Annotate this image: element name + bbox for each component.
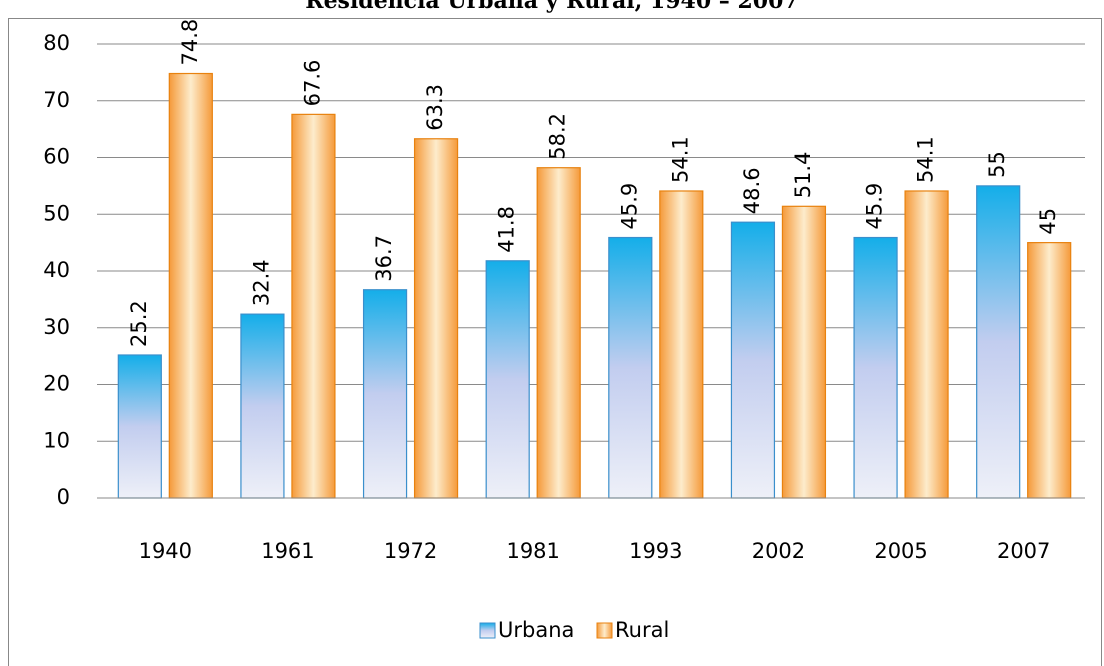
x-tick-label: 2007 — [997, 539, 1050, 563]
data-label: 63.3 — [423, 84, 447, 131]
data-label: 25.2 — [127, 300, 151, 347]
bar — [117, 354, 162, 499]
x-tick-label: 1940 — [139, 539, 192, 563]
legend-swatch — [479, 622, 496, 639]
data-label: 54.1 — [914, 136, 938, 183]
chart-title: Residencia Urbana y Rural, 1940 – 2007 — [305, 0, 798, 14]
bar — [413, 138, 459, 499]
bar — [485, 260, 530, 499]
bar — [976, 185, 1021, 499]
bar — [781, 205, 827, 499]
data-label: 58.2 — [546, 113, 570, 160]
data-label: 45.9 — [617, 183, 641, 230]
bar — [168, 72, 213, 499]
data-label: 67.6 — [300, 60, 324, 107]
x-tick-label: 1981 — [506, 539, 559, 563]
legend-label: Urbana — [498, 618, 574, 642]
y-tick-label: 20 — [43, 372, 70, 396]
data-label: 74.8 — [178, 19, 202, 66]
bar — [608, 236, 653, 499]
data-label: 45 — [1036, 208, 1060, 235]
x-tick-label: 1961 — [261, 539, 314, 563]
y-tick-label: 0 — [57, 485, 70, 509]
y-tick-label: 70 — [43, 88, 70, 112]
y-tick-label: 50 — [43, 201, 70, 225]
y-tick-label: 40 — [43, 258, 70, 282]
data-label: 45.9 — [863, 183, 887, 230]
legend-swatch — [596, 622, 613, 639]
legend-label: Rural — [615, 618, 669, 642]
x-tick-label: 2005 — [874, 539, 927, 563]
bar — [240, 313, 285, 499]
bar — [730, 221, 776, 499]
bar — [1027, 242, 1072, 499]
x-tick-label: 1993 — [629, 539, 682, 563]
data-label: 55 — [985, 151, 1009, 178]
y-tick-label: 60 — [43, 145, 70, 169]
data-label: 54.1 — [668, 136, 692, 183]
bar — [853, 236, 898, 499]
y-tick-label: 80 — [43, 31, 70, 55]
bar — [291, 113, 336, 499]
bar — [659, 190, 704, 499]
bar — [362, 289, 408, 499]
x-tick-label: 1972 — [384, 539, 437, 563]
y-tick-label: 10 — [43, 428, 70, 452]
y-tick-label: 30 — [43, 315, 70, 339]
data-label: 36.7 — [372, 235, 396, 282]
data-label: 48.6 — [740, 167, 764, 214]
x-tick-label: 2002 — [752, 539, 805, 563]
data-label: 51.4 — [791, 152, 815, 199]
bar — [536, 167, 581, 499]
bar — [904, 190, 949, 499]
data-label: 41.8 — [495, 206, 519, 253]
data-label: 32.4 — [249, 259, 273, 306]
